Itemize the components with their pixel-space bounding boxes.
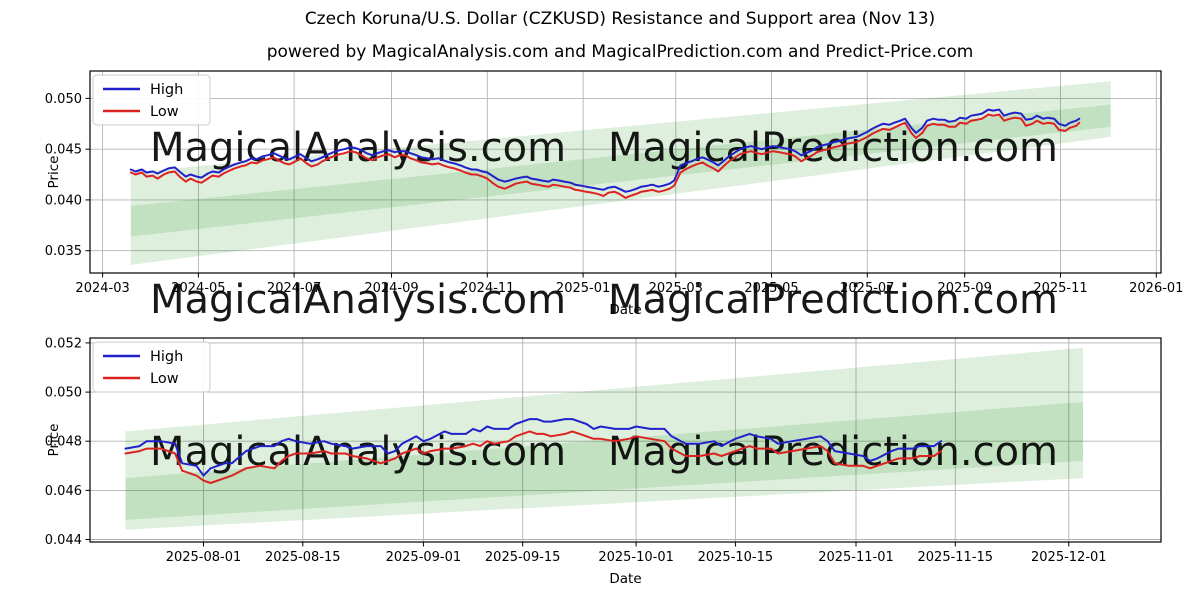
x-tick-label: 2025-07 [840, 281, 894, 296]
date-axis-label: Date [609, 302, 641, 318]
legend-label-high: High [150, 349, 183, 365]
axis-spine [89, 337, 1162, 543]
legend: High Low [92, 74, 211, 126]
resistance-band [125, 347, 1083, 520]
y-tick-label: 0.035 [45, 244, 82, 259]
chart-0-background [90, 71, 1161, 273]
price-axis-label: Price [46, 156, 62, 189]
high-line [124, 418, 943, 477]
chart-0: 2024-03 2024-05 2024-07 2024-09 2024-11 2025-… [45, 70, 1183, 318]
y-tick-label: 0.040 [45, 193, 82, 208]
legend-label-high: High [150, 82, 183, 98]
high-line [129, 108, 1081, 193]
resistance-band [130, 81, 1111, 237]
support-band [125, 401, 1083, 530]
watermark-text: MagicalPrediction.com [608, 277, 1058, 323]
axis-spine [89, 70, 1162, 274]
x-tick-label: 2025-08-15 [265, 550, 341, 565]
x-tick-label: 2025-09-15 [485, 550, 561, 565]
legend-label-low: Low [150, 371, 179, 387]
x-tick-label: 2025-11-01 [818, 550, 894, 565]
x-tick-label: 2024-05 [171, 281, 225, 296]
y-tick-label: 0.045 [45, 143, 82, 158]
y-tick-label: 0.050 [45, 92, 82, 107]
x-tick-label: 2025-11-15 [918, 550, 994, 565]
legend-box [92, 74, 211, 126]
x-tick-label: 2024-09 [364, 281, 418, 296]
legend-label-low: Low [150, 104, 179, 120]
x-tick-label: 2025-11 [1033, 281, 1087, 296]
x-tick-label: 2024-03 [75, 281, 129, 296]
x-tick-label: 2025-08-01 [166, 550, 242, 565]
legend-box [92, 341, 211, 393]
x-tick-label: 2024-07 [267, 281, 321, 296]
support-band [130, 104, 1111, 265]
date-axis-label: Date [609, 571, 641, 587]
watermark-text: MagicalAnalysis.com [150, 429, 566, 475]
low-line [129, 113, 1081, 199]
x-tick-label: 2026-01 [1129, 281, 1183, 296]
price-axis-label: Price [46, 424, 62, 457]
chart-title: Czech Koruna/U.S. Dollar (CZKUSD) Resist… [304, 9, 936, 29]
x-tick-label: 2025-01 [556, 281, 610, 296]
low-line [124, 430, 943, 484]
y-tick-label: 0.046 [45, 484, 82, 499]
x-tick-label: 2025-05 [744, 281, 798, 296]
x-tick-label: 2024-11 [460, 281, 514, 296]
x-tick-label: 2025-10-01 [598, 550, 674, 565]
y-tick-label: 0.048 [45, 435, 82, 450]
watermark-text: MagicalAnalysis.com [150, 277, 566, 323]
watermark-text: MagicalPrediction.com [608, 429, 1058, 475]
y-tick-label: 0.050 [45, 386, 82, 401]
x-tick-label: 2025-03 [649, 281, 703, 296]
x-tick-label: 2025-10-15 [698, 550, 774, 565]
chart-1-background [90, 338, 1161, 542]
y-tick-label: 0.044 [45, 533, 82, 548]
x-tick-label: 2025-09 [938, 281, 992, 296]
x-tick-label: 2025-12-01 [1031, 550, 1107, 565]
x-tick-label: 2025-09-01 [386, 550, 462, 565]
chart-subtitle: powered by MagicalAnalysis.com and Magic… [266, 42, 974, 62]
legend: High Low [92, 341, 211, 393]
y-tick-label: 0.052 [45, 336, 82, 351]
chart-1: 2025-08-01 2025-08-15 2025-09-01 2025-09-15… [45, 336, 1162, 587]
